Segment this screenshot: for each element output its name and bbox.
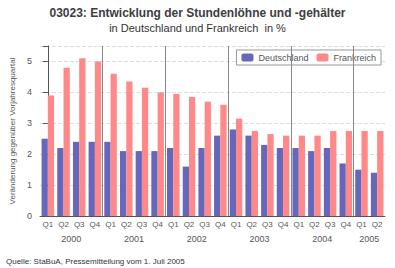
svg-text:Q3: Q3: [262, 220, 273, 229]
svg-text:2003: 2003: [250, 234, 270, 244]
svg-text:Q1: Q1: [105, 220, 116, 229]
svg-text:Q2: Q2: [58, 220, 69, 229]
svg-text:4: 4: [27, 87, 32, 97]
svg-text:Quelle: StaBuA, Pressemitteilu: Quelle: StaBuA, Pressemitteilung vom 1. …: [6, 257, 185, 266]
svg-text:Q4: Q4: [215, 220, 226, 229]
svg-text:Q4: Q4: [90, 220, 101, 229]
svg-text:5: 5: [27, 56, 32, 66]
svg-text:in Deutschland und Frankreich: in Deutschland und Frankreich in %: [109, 22, 286, 34]
svg-text:Q2: Q2: [121, 220, 132, 229]
svg-text:Frankreich: Frankreich: [333, 53, 376, 63]
svg-text:Q2: Q2: [184, 220, 195, 229]
svg-text:2004: 2004: [312, 234, 332, 244]
svg-text:Q1: Q1: [231, 220, 242, 229]
svg-text:Q4: Q4: [278, 220, 289, 229]
svg-text:2005: 2005: [359, 234, 379, 244]
svg-text:Q1: Q1: [356, 220, 367, 229]
svg-text:3: 3: [27, 118, 32, 128]
svg-text:03023: Entwicklung der Stunden: 03023: Entwicklung der Stundenlöhne und …: [49, 6, 345, 20]
svg-text:Q1: Q1: [293, 220, 304, 229]
svg-text:2000: 2000: [61, 234, 81, 244]
svg-text:2001: 2001: [124, 234, 144, 244]
svg-text:Q3: Q3: [325, 220, 336, 229]
svg-text:2002: 2002: [187, 234, 207, 244]
svg-text:Q3: Q3: [74, 220, 85, 229]
svg-text:Q3: Q3: [199, 220, 210, 229]
svg-text:Q2: Q2: [246, 220, 257, 229]
svg-text:Veränderung gegenüber Vorjahre: Veränderung gegenüber Vorjahresquartal: [8, 57, 17, 204]
svg-text:Q4: Q4: [340, 220, 351, 229]
svg-text:2: 2: [27, 149, 32, 159]
svg-text:Deutschland: Deutschland: [258, 53, 308, 63]
svg-text:Q2: Q2: [372, 220, 383, 229]
svg-text:Q1: Q1: [168, 220, 179, 229]
svg-text:0: 0: [27, 211, 32, 221]
svg-text:Q4: Q4: [152, 220, 163, 229]
svg-text:Q2: Q2: [309, 220, 320, 229]
svg-text:1: 1: [27, 180, 32, 190]
svg-text:Q3: Q3: [137, 220, 148, 229]
svg-text:Q1: Q1: [43, 220, 54, 229]
